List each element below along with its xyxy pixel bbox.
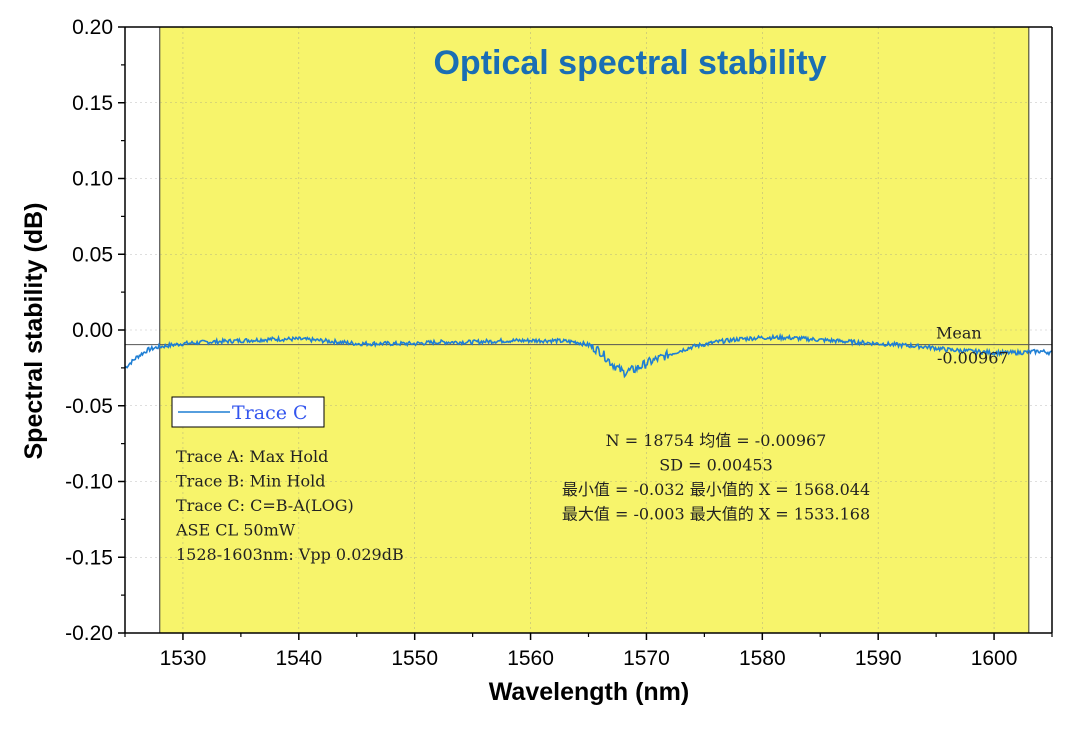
x-tick-label: 1570 (623, 647, 670, 670)
plot-area: Mean -0.00967 (124, 26, 1053, 634)
mean-value-label: -0.00967 (937, 349, 1009, 368)
y-tick-label: -0.20 (65, 622, 113, 645)
x-tick-label: 1560 (507, 647, 554, 670)
x-tick-label: 1580 (739, 647, 786, 670)
series-line-trace-c (124, 332, 1053, 379)
y-tick-label: -0.05 (65, 395, 113, 418)
y-tick-label: -0.10 (65, 471, 113, 494)
note-line: Trace C: C=B-A(LOG) (176, 496, 354, 515)
legend: Trace C (171, 396, 325, 428)
y-tick-label: 0.00 (72, 319, 113, 342)
y-tick-label: 0.10 (72, 168, 113, 191)
x-tick-label: 1550 (391, 647, 438, 670)
axes: 1530 1540 1550 1560 1570 1580 1590 1600 -0.20 -0.… (65, 16, 1053, 670)
x-tick-label: 1540 (275, 647, 322, 670)
highlight-band (159, 26, 1030, 634)
note-line: ASE CL 50mW (175, 521, 296, 540)
y-tick-label: 0.05 (72, 243, 113, 266)
legend-box (171, 396, 325, 428)
y-tick-label: -0.15 (65, 546, 113, 569)
statistics: N = 18754 均值 = -0.00967 SD = 0.00453 最小值 =… (562, 431, 870, 524)
note-line: 1528-1603nm: Vpp 0.029dB (176, 545, 404, 564)
notes: Trace A: Max Hold Trace B: Min Hold Trace … (175, 447, 404, 564)
stats-line: N = 18754 均值 = -0.00967 (606, 431, 827, 450)
x-tick-label: 1590 (855, 647, 902, 670)
note-line: Trace A: Max Hold (176, 447, 328, 466)
stats-line: 最小值 = -0.032 最小值的 X = 1568.044 (562, 480, 870, 499)
y-axis-title: Spectral stability (dB) (20, 203, 48, 460)
chart-title: Optical spectral stability (433, 44, 826, 82)
x-tick-label: 1530 (160, 647, 207, 670)
y-tick-label: 0.20 (72, 16, 113, 39)
x-axis-title: Wavelength (nm) (489, 678, 689, 706)
y-tick-label: 0.15 (72, 92, 113, 115)
note-line: Trace B: Min Hold (176, 472, 325, 491)
mean-label: Mean (936, 324, 982, 343)
x-tick-label: 1600 (971, 647, 1018, 670)
stats-line: 最大值 = -0.003 最大值的 X = 1533.168 (562, 505, 870, 524)
legend-label: Trace C (232, 402, 308, 424)
stats-line: SD = 0.00453 (659, 456, 773, 475)
